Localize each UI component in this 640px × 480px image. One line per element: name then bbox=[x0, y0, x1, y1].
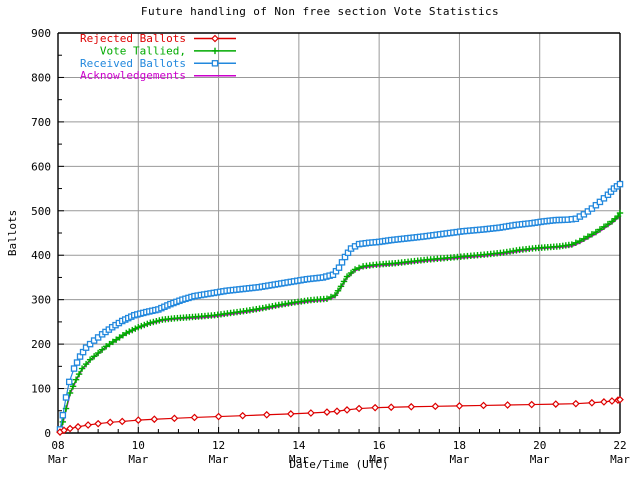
series-marker bbox=[190, 413, 199, 422]
series-marker bbox=[238, 411, 247, 420]
series-marker bbox=[616, 395, 624, 404]
x-tick-label-day: 18 bbox=[453, 439, 466, 452]
series-marker bbox=[214, 412, 223, 421]
series-marker bbox=[355, 404, 363, 413]
series-marker bbox=[106, 418, 115, 427]
series-marker bbox=[608, 397, 616, 405]
series-marker bbox=[73, 359, 81, 366]
series-marker bbox=[431, 402, 440, 411]
x-axis-title: Date/Time (UTC) bbox=[289, 458, 388, 471]
series-vote-tallied bbox=[56, 209, 624, 434]
x-tick-label-month: Mar bbox=[209, 453, 229, 466]
legend-label: Rejected Ballots bbox=[80, 32, 186, 45]
series-marker bbox=[118, 417, 127, 426]
chart-title: Future handling of Non free section Vote… bbox=[140, 5, 500, 18]
series-marker bbox=[600, 195, 608, 202]
series-marker bbox=[387, 403, 396, 412]
series-marker bbox=[74, 422, 82, 431]
x-tick-label-month: Mar bbox=[610, 453, 630, 466]
x-tick-label-month: Mar bbox=[449, 453, 469, 466]
series-marker bbox=[84, 421, 92, 429]
series-marker bbox=[134, 416, 143, 424]
series-marker bbox=[59, 411, 67, 419]
series-marker bbox=[596, 198, 604, 206]
legend-label: Received Ballots bbox=[80, 57, 186, 70]
x-tick-label-month: Mar bbox=[289, 453, 309, 466]
series-marker bbox=[455, 402, 464, 410]
y-tick-label: 100 bbox=[31, 383, 51, 396]
series-marker bbox=[62, 394, 70, 401]
series-received-ballots bbox=[56, 180, 624, 433]
series-marker bbox=[82, 344, 90, 351]
y-tick-label: 0 bbox=[44, 427, 51, 440]
y-tick-label: 300 bbox=[31, 294, 51, 307]
x-tick-label-month: Mar bbox=[128, 453, 148, 466]
series-marker bbox=[503, 401, 512, 409]
series-marker bbox=[262, 410, 271, 419]
x-tick-label-month: Mar bbox=[369, 453, 389, 466]
x-tick-label-month: Mar bbox=[48, 453, 68, 466]
series-marker bbox=[527, 400, 536, 409]
y-tick-label: 700 bbox=[31, 116, 51, 129]
x-tick-label-day: 10 bbox=[132, 439, 145, 452]
x-tick-label-day: 08 bbox=[51, 439, 64, 452]
series-marker bbox=[86, 340, 94, 348]
series-marker bbox=[323, 408, 331, 416]
series-marker bbox=[343, 406, 351, 414]
series-marker bbox=[600, 398, 608, 406]
series-marker bbox=[588, 205, 596, 212]
series-marker bbox=[70, 365, 78, 372]
series-marker bbox=[479, 401, 488, 410]
y-tick-label: 900 bbox=[31, 27, 51, 40]
legend-label: Vote Tallied, bbox=[100, 44, 186, 57]
y-axis-title: Ballots bbox=[6, 210, 19, 256]
series-marker bbox=[170, 414, 179, 423]
series-marker bbox=[307, 409, 315, 417]
series-marker bbox=[616, 180, 624, 188]
series-marker bbox=[588, 398, 596, 407]
series-marker bbox=[211, 60, 219, 67]
y-tick-label: 200 bbox=[31, 338, 51, 351]
y-tick-label: 500 bbox=[31, 205, 51, 218]
series-marker bbox=[592, 201, 600, 209]
series-marker bbox=[211, 34, 219, 43]
series-marker bbox=[571, 399, 580, 408]
series-marker bbox=[286, 410, 295, 418]
series-marker bbox=[338, 259, 346, 266]
series-marker bbox=[94, 419, 102, 428]
series-rejected-ballots bbox=[56, 395, 624, 436]
x-tick-label-month: Mar bbox=[530, 453, 550, 466]
y-tick-label: 400 bbox=[31, 249, 51, 262]
series-marker bbox=[551, 400, 560, 408]
x-tick-label-day: 22 bbox=[613, 439, 626, 452]
x-tick-label-day: 14 bbox=[292, 439, 306, 452]
series-marker bbox=[407, 402, 416, 411]
series-marker bbox=[333, 407, 341, 416]
series-line bbox=[59, 399, 621, 433]
series-marker bbox=[371, 403, 379, 412]
legend-label: Acknowledgements bbox=[80, 69, 186, 82]
x-tick-label-day: 20 bbox=[533, 439, 546, 452]
series-marker bbox=[65, 378, 73, 386]
series-marker bbox=[150, 415, 159, 424]
series-marker bbox=[60, 426, 68, 435]
series-marker bbox=[335, 264, 343, 271]
y-tick-label: 600 bbox=[31, 160, 51, 173]
y-tick-label: 800 bbox=[31, 71, 51, 84]
x-tick-label-day: 12 bbox=[212, 439, 225, 452]
x-tick-label-day: 16 bbox=[373, 439, 386, 452]
series-marker bbox=[66, 424, 74, 433]
